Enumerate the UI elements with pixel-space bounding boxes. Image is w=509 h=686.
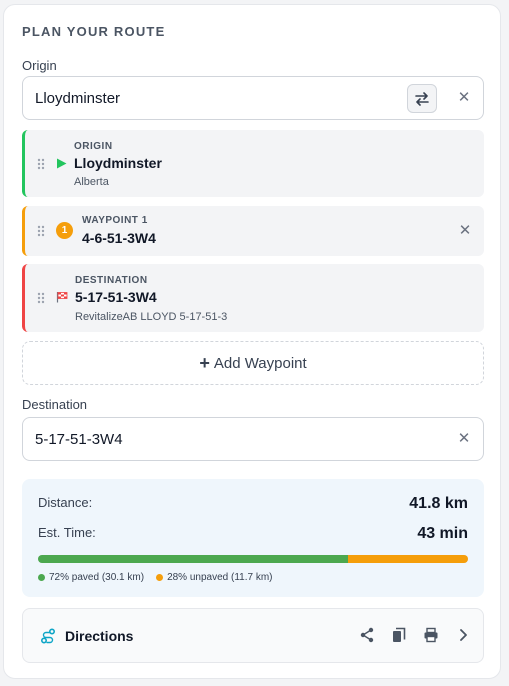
paved-dot-icon	[38, 573, 45, 581]
stop-kind-label: DESTINATION	[75, 275, 148, 286]
clear-origin-icon[interactable]: ✕	[457, 89, 471, 106]
panel-title: PLAN YOUR ROUTE	[22, 24, 166, 39]
paved-legend-text: 72% paved (30.1 km)	[49, 572, 145, 583]
origin-field-label: Origin	[22, 58, 57, 73]
destination-input[interactable]: 5-17-51-3W4 ✕	[22, 417, 484, 461]
add-waypoint-button[interactable]: + Add Waypoint	[22, 341, 484, 385]
stop-subtitle: RevitalizeAB LLOYD 5-17-51-3	[75, 311, 228, 323]
stop-kind-label: ORIGIN	[74, 141, 113, 152]
directions-panel[interactable]: Directions	[22, 608, 484, 663]
stop-origin[interactable]: ORIGIN Lloydminster Alberta	[22, 130, 484, 197]
paved-segment	[38, 555, 348, 563]
route-planner-panel: PLAN YOUR ROUTE Origin Lloydminster ✕ OR…	[3, 4, 501, 679]
stop-destination[interactable]: DESTINATION 5-17-51-3W4 RevitalizeAB LLO…	[22, 264, 484, 332]
swap-icon	[415, 91, 429, 106]
drag-handle-icon[interactable]	[37, 158, 45, 170]
time-label: Est. Time:	[38, 525, 96, 540]
unpaved-dot-icon	[156, 573, 164, 581]
swap-button[interactable]	[407, 84, 437, 113]
drag-handle-icon[interactable]	[37, 225, 45, 237]
stop-name: 5-17-51-3W4	[75, 289, 157, 305]
directions-label: Directions	[65, 628, 134, 644]
route-summary: Distance: 41.8 km Est. Time: 43 min 72% …	[22, 479, 484, 597]
remove-waypoint-icon[interactable]: ✕	[458, 222, 472, 239]
plus-icon: +	[199, 352, 210, 373]
clear-destination-icon[interactable]: ✕	[457, 430, 471, 447]
destination-field-label: Destination	[22, 397, 88, 412]
stop-name: 4-6-51-3W4	[82, 230, 156, 246]
drag-handle-icon[interactable]	[37, 292, 45, 304]
surface-bar	[38, 555, 468, 563]
unpaved-segment	[347, 555, 468, 563]
route-icon	[40, 628, 56, 644]
stop-name: Lloydminster	[74, 155, 162, 171]
copy-icon[interactable]	[391, 627, 407, 643]
add-waypoint-label: Add Waypoint	[213, 354, 307, 372]
paved-legend-item: 72% paved (30.1 km)	[38, 572, 144, 583]
destination-input-value: 5-17-51-3W4	[35, 431, 123, 448]
unpaved-legend-item: 28% unpaved (11.7 km)	[156, 572, 273, 583]
stop-kind-label: WAYPOINT 1	[82, 215, 148, 226]
distance-label: Distance:	[38, 495, 93, 510]
origin-input[interactable]: Lloydminster ✕	[22, 76, 484, 120]
origin-input-value: Lloydminster	[35, 90, 121, 107]
stop-waypoint[interactable]: 1 WAYPOINT 1 4-6-51-3W4 ✕	[22, 206, 484, 256]
surface-legend: 72% paved (30.1 km) 28% unpaved (11.7 km…	[38, 572, 273, 583]
print-icon[interactable]	[423, 627, 439, 643]
waypoint-number-badge: 1	[56, 222, 73, 239]
share-icon[interactable]	[359, 627, 375, 643]
distance-value: 41.8 km	[409, 495, 468, 512]
flag-icon	[56, 292, 68, 303]
play-icon	[57, 158, 67, 169]
stop-subtitle: Alberta	[74, 176, 109, 188]
chevron-right-icon[interactable]	[455, 627, 471, 643]
time-value: 43 min	[417, 525, 468, 542]
unpaved-legend-text: 28% unpaved (11.7 km)	[167, 572, 273, 583]
